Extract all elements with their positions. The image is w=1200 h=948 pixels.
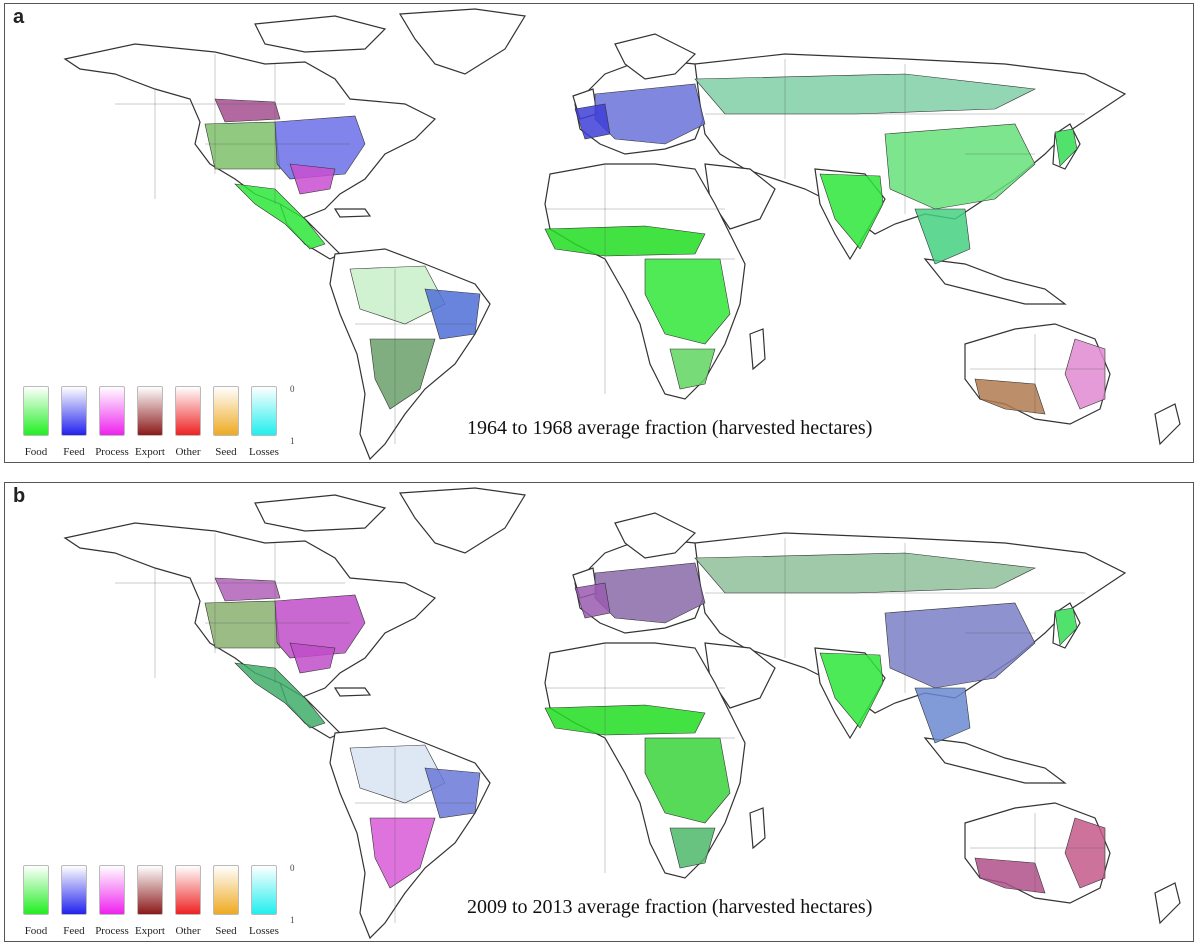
crop-na-east <box>274 115 366 180</box>
crop-europe-west <box>574 103 611 140</box>
legend-scale-max: 1 <box>290 915 295 925</box>
se-asia-islands <box>923 258 1067 305</box>
legend-label-export: Export <box>135 446 165 458</box>
crop-aus-east <box>1064 817 1106 889</box>
crop-se-asia <box>914 208 971 265</box>
crop-na-north <box>214 577 281 602</box>
crop-sahel <box>544 225 706 257</box>
crop-aus-south <box>974 378 1046 415</box>
map-panel-b: b Food Feed Process Export Other Seed Losses 0 1… <box>4 482 1194 942</box>
scandinavia <box>614 512 697 559</box>
arctic-islands <box>254 494 387 532</box>
world-map-b <box>63 487 1181 940</box>
crop-se-asia <box>914 687 971 744</box>
caribbean <box>333 208 372 218</box>
legend-label-losses: Losses <box>249 925 279 937</box>
greenland <box>398 487 526 554</box>
legend-scale-min: 0 <box>290 863 295 873</box>
madagascar <box>749 807 766 850</box>
crop-na-east <box>274 594 366 659</box>
crop-na-south <box>289 163 336 195</box>
crop-mexico <box>234 662 326 729</box>
crop-mexico <box>234 183 326 250</box>
legend-scale-max: 1 <box>290 436 295 446</box>
legend-a: Food Feed Process Export Other Seed Losses 0 1 <box>23 384 303 458</box>
legend-label-seed: Seed <box>215 446 237 458</box>
legend-label-other: Other <box>175 925 201 937</box>
legend-label-export: Export <box>135 925 165 937</box>
new-zealand <box>1154 403 1181 446</box>
se-asia-islands <box>923 737 1067 784</box>
crop-na-plains <box>204 600 281 649</box>
crop-na-south <box>289 642 336 674</box>
crop-japan <box>1054 128 1078 167</box>
world-map-a <box>63 8 1181 461</box>
crop-brazil-east <box>424 767 481 819</box>
crop-south-africa <box>669 827 716 869</box>
crop-china <box>884 123 1036 210</box>
crop-brazil-east <box>424 288 481 340</box>
legend-label-food: Food <box>24 446 48 458</box>
panel-label-a: a <box>13 6 25 28</box>
caribbean <box>333 687 372 697</box>
legend-swatch-other <box>175 386 201 436</box>
crop-na-plains <box>204 121 281 170</box>
crop-south-africa <box>669 348 716 390</box>
legend-label-process: Process <box>95 446 129 458</box>
crop-aus-east <box>1064 338 1106 410</box>
crop-na-north <box>214 98 281 123</box>
caption-b: 2009 to 2013 average fraction (harvested… <box>467 896 873 918</box>
legend-label-seed: Seed <box>215 925 237 937</box>
caption-a: 1964 to 1968 average fraction (harvested… <box>467 417 873 439</box>
legend-swatch-losses <box>251 386 277 436</box>
legend-scale-min: 0 <box>290 384 295 394</box>
legend-swatch-losses <box>251 865 277 915</box>
legend-label-losses: Losses <box>249 446 279 458</box>
scandinavia <box>614 33 697 80</box>
legend-label-process: Process <box>95 925 129 937</box>
legend-swatch-export <box>137 386 163 436</box>
crop-japan <box>1054 607 1078 646</box>
crop-aus-south <box>974 857 1046 894</box>
legend-swatch-export <box>137 865 163 915</box>
legend-label-feed: Feed <box>63 925 85 937</box>
legend-swatch-process <box>99 865 125 915</box>
crop-brazil-south <box>369 817 436 889</box>
legend-swatch-food <box>23 865 49 915</box>
crop-sahel <box>544 704 706 736</box>
crop-india <box>819 652 884 729</box>
legend-swatch-seed <box>213 865 239 915</box>
crop-brazil-south <box>369 338 436 410</box>
crop-amazon <box>349 265 446 325</box>
legend-swatch-feed <box>61 386 87 436</box>
legend-swatch-seed <box>213 386 239 436</box>
arctic-islands <box>254 15 387 53</box>
legend-label-food: Food <box>24 925 48 937</box>
new-zealand <box>1154 882 1181 925</box>
map-panel-a: a Food Feed Process Export Other Seed Losses 0 1… <box>4 3 1194 463</box>
crop-india <box>819 173 884 250</box>
legend-b: Food Feed Process Export Other Seed Losses 0 1 <box>23 863 303 937</box>
legend-swatch-process <box>99 386 125 436</box>
legend-swatch-feed <box>61 865 87 915</box>
panel-label-b: b <box>13 485 26 507</box>
crop-amazon <box>349 744 446 804</box>
crop-europe-west <box>574 582 611 619</box>
greenland <box>398 8 526 75</box>
legend-swatch-other <box>175 865 201 915</box>
madagascar <box>749 328 766 371</box>
legend-swatch-food <box>23 386 49 436</box>
legend-label-feed: Feed <box>63 446 85 458</box>
crop-china <box>884 602 1036 689</box>
legend-label-other: Other <box>175 446 201 458</box>
